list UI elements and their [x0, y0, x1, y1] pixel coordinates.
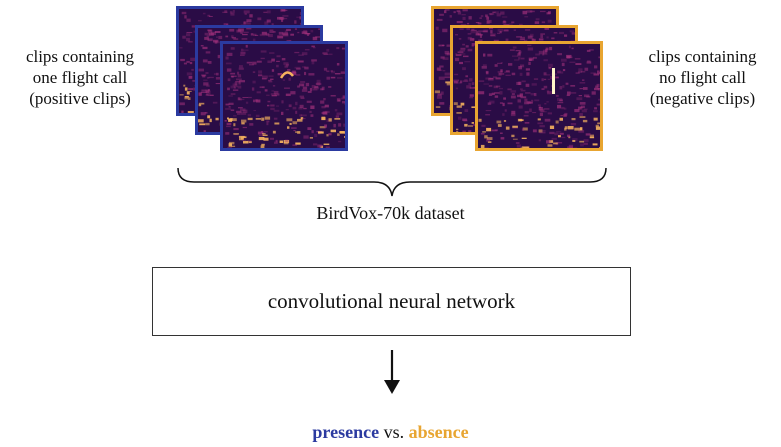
- down-arrow-icon: [384, 350, 400, 394]
- positive-caption-line-2: one flight call: [32, 68, 128, 87]
- absence-label: absence: [408, 422, 469, 442]
- negative-caption-line-2: no flight call: [659, 68, 746, 87]
- positive-caption-line-1: clips containing: [25, 47, 135, 66]
- negative-clips-stack: [431, 6, 607, 156]
- positive-caption-line-3: (positive clips): [29, 89, 131, 108]
- versus-label: vs.: [379, 422, 409, 442]
- positive-clips-caption: clips containing one flight call (positi…: [0, 46, 160, 109]
- negative-caption-line-1: clips containing: [648, 47, 757, 66]
- cnn-label: convolutional neural network: [267, 289, 516, 313]
- dataset-label: BirdVox-70k dataset: [316, 203, 465, 223]
- curly-brace-icon: [177, 167, 607, 197]
- negative-caption-line-3: (negative clips): [649, 89, 756, 108]
- presence-label: presence: [312, 422, 380, 442]
- cnn-box: convolutional neural network: [152, 267, 631, 336]
- positive-spectrogram-front: [220, 41, 348, 151]
- positive-clips-stack: [176, 6, 352, 156]
- negative-clips-caption: clips containing no flight call (negativ…: [624, 46, 781, 109]
- negative-spectrogram-front: [475, 41, 603, 151]
- output-label: presence vs. absence: [0, 422, 781, 443]
